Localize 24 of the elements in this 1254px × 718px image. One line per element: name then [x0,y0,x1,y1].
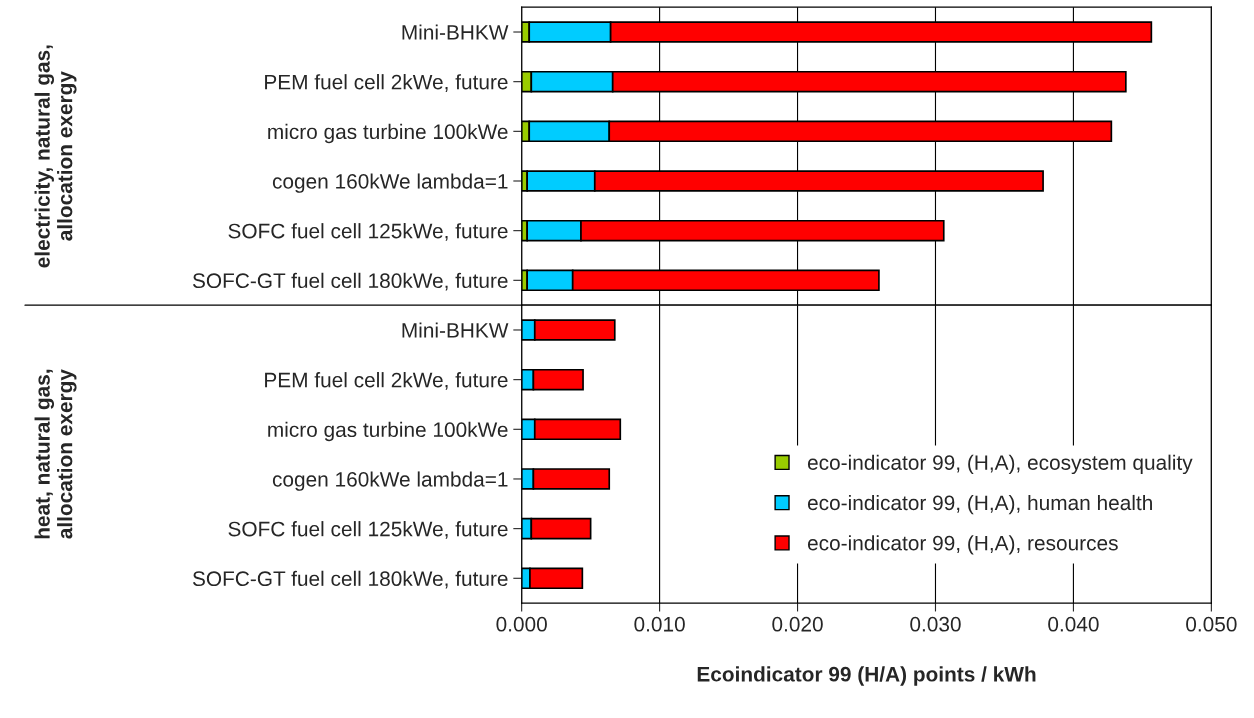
x-axis-title: Ecoindicator 99 (H/A) points / kWh [697,666,1036,686]
y-tick-label: micro gas turbine 100kWe [268,421,508,442]
x-tick-label: 0.050 [1186,616,1237,632]
y-tick-label: cogen 160kWe lambda=1 [272,173,508,193]
x-tick-label: 0.010 [634,616,685,632]
y-tick-label: SOFC fuel cell 125kWe, future [228,521,508,539]
x-tick-label: 0.030 [910,616,961,632]
y-tick-label: micro gas turbine 100kWe [268,123,508,144]
y-tick-label: SOFC fuel cell 125kWe, future [228,223,508,241]
y-tick-label: SOFC-GT fuel cell 180kWe, future [192,570,508,589]
text: electricity, natural gas, allocation exergy [34,45,77,268]
y-tick-label: Mini-BHKW [402,322,509,338]
x-tick-label: 0.020 [772,616,823,632]
y-tick-label: Mini-BHKW [402,24,509,40]
text: heat, natural gas, allocation exergy [34,369,77,539]
x-tick-label: 0.000 [496,616,547,632]
y-tick-label: cogen 160kWe lambda=1 [272,471,508,491]
y-tick-label: SOFC-GT fuel cell 180kWe, future [192,272,508,291]
y-tick-label: PEM fuel cell 2kWe, future [265,372,508,390]
y-tick-label: PEM fuel cell 2kWe, future [265,74,508,92]
legend-label: eco-indicator 99, (H,A), human health [807,494,1152,515]
x-tick-label: 0.040 [1048,616,1099,632]
legend-label: eco-indicator 99, (H,A), ecosystem quality [807,454,1193,475]
legend-label: eco-indicator 99, (H,A), resources [807,535,1118,555]
